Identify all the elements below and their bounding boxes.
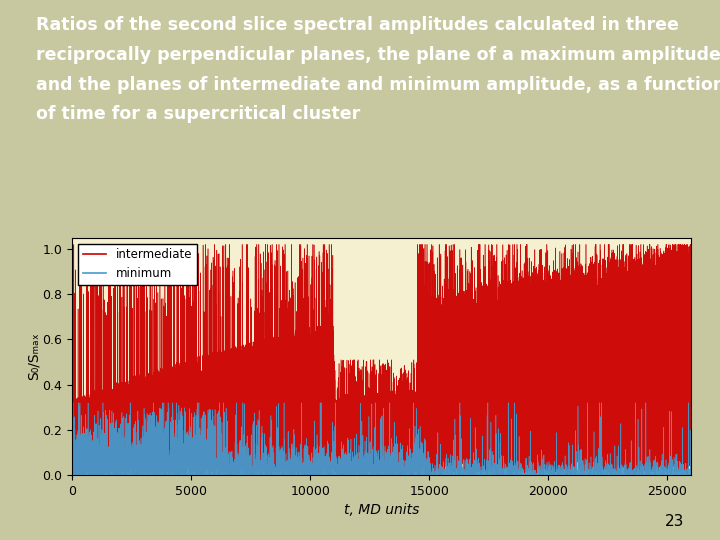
Text: 23: 23 bbox=[665, 514, 684, 529]
Text: Ratios of the second slice spectral amplitudes calculated in three: Ratios of the second slice spectral ampl… bbox=[36, 16, 679, 34]
Text: reciprocally perpendicular planes, the plane of a maximum amplitude: reciprocally perpendicular planes, the p… bbox=[36, 46, 720, 64]
Text: of time for a supercritical cluster: of time for a supercritical cluster bbox=[36, 105, 360, 123]
X-axis label: t, MD units: t, MD units bbox=[344, 503, 419, 517]
Text: and the planes of intermediate and minimum amplitude, as a function: and the planes of intermediate and minim… bbox=[36, 76, 720, 93]
Y-axis label: S₀/Sₘₐₓ: S₀/Sₘₐₓ bbox=[27, 333, 41, 380]
Legend: intermediate, minimum: intermediate, minimum bbox=[78, 244, 197, 285]
